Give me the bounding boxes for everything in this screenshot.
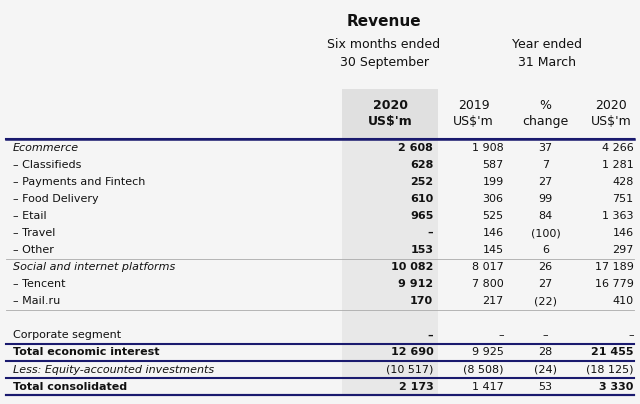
Text: –: –: [428, 228, 433, 238]
Text: 145: 145: [483, 245, 504, 255]
Text: 428: 428: [612, 177, 634, 187]
Text: 53: 53: [539, 382, 552, 391]
Text: 26: 26: [538, 262, 553, 272]
Text: %: %: [540, 99, 552, 112]
Text: 146: 146: [483, 228, 504, 238]
Bar: [342, 139, 438, 395]
Text: 4 266: 4 266: [602, 143, 634, 153]
Text: 21 455: 21 455: [591, 347, 634, 358]
Text: US$'m: US$'m: [591, 115, 632, 128]
Text: – Food Delivery: – Food Delivery: [13, 194, 99, 204]
Bar: [342, 89, 438, 139]
Text: 99: 99: [538, 194, 553, 204]
Text: 37: 37: [538, 143, 553, 153]
Text: (18 125): (18 125): [586, 364, 634, 375]
Text: 1 417: 1 417: [472, 382, 504, 391]
Text: 2019: 2019: [458, 99, 490, 112]
Text: 12 690: 12 690: [390, 347, 433, 358]
Text: 31 March: 31 March: [518, 56, 576, 69]
Text: change: change: [522, 115, 569, 128]
Text: US$'m: US$'m: [453, 115, 494, 128]
Text: 84: 84: [538, 211, 553, 221]
Text: 10 082: 10 082: [391, 262, 433, 272]
Text: – Payments and Fintech: – Payments and Fintech: [13, 177, 145, 187]
Text: – Travel: – Travel: [13, 228, 55, 238]
Text: 30 September: 30 September: [339, 56, 429, 69]
Text: 9 912: 9 912: [398, 279, 433, 289]
Text: 252: 252: [410, 177, 433, 187]
Text: 2020: 2020: [595, 99, 627, 112]
Text: – Classifieds: – Classifieds: [13, 160, 81, 170]
Text: 2 608: 2 608: [399, 143, 433, 153]
Text: 410: 410: [612, 297, 634, 306]
Text: 965: 965: [410, 211, 433, 221]
Text: Year ended: Year ended: [512, 38, 582, 51]
Text: 7 800: 7 800: [472, 279, 504, 289]
Text: 27: 27: [538, 279, 553, 289]
Text: 1 908: 1 908: [472, 143, 504, 153]
Text: 7: 7: [542, 160, 549, 170]
Text: 217: 217: [483, 297, 504, 306]
Text: 17 189: 17 189: [595, 262, 634, 272]
Text: 28: 28: [538, 347, 553, 358]
Text: – Other: – Other: [13, 245, 54, 255]
Text: 306: 306: [483, 194, 504, 204]
Text: Total economic interest: Total economic interest: [13, 347, 159, 358]
Text: 27: 27: [538, 177, 553, 187]
Text: 153: 153: [410, 245, 433, 255]
Text: Six months ended: Six months ended: [328, 38, 440, 51]
Text: 3 330: 3 330: [599, 382, 634, 391]
Text: 1 281: 1 281: [602, 160, 634, 170]
Text: 297: 297: [612, 245, 634, 255]
Text: 2 173: 2 173: [399, 382, 433, 391]
Text: 170: 170: [410, 297, 433, 306]
Text: (24): (24): [534, 364, 557, 375]
Text: 610: 610: [410, 194, 433, 204]
Text: 628: 628: [410, 160, 433, 170]
Text: (10 517): (10 517): [386, 364, 433, 375]
Text: –: –: [428, 330, 433, 341]
Text: – Tencent: – Tencent: [13, 279, 65, 289]
Text: 1 363: 1 363: [602, 211, 634, 221]
Text: –: –: [628, 330, 634, 341]
Text: 6: 6: [542, 245, 549, 255]
Text: 16 779: 16 779: [595, 279, 634, 289]
Text: 8 017: 8 017: [472, 262, 504, 272]
Text: Ecommerce: Ecommerce: [13, 143, 79, 153]
Text: (100): (100): [531, 228, 561, 238]
Text: Total consolidated: Total consolidated: [13, 382, 127, 391]
Text: 751: 751: [612, 194, 634, 204]
Text: (22): (22): [534, 297, 557, 306]
Text: – Etail: – Etail: [13, 211, 47, 221]
Text: Social and internet platforms: Social and internet platforms: [13, 262, 175, 272]
Text: Corporate segment: Corporate segment: [13, 330, 121, 341]
Text: 9 925: 9 925: [472, 347, 504, 358]
Text: –: –: [543, 330, 548, 341]
Text: 587: 587: [483, 160, 504, 170]
Text: 2020: 2020: [373, 99, 408, 112]
Text: Less: Equity-accounted investments: Less: Equity-accounted investments: [13, 364, 214, 375]
Text: 199: 199: [483, 177, 504, 187]
Text: Revenue: Revenue: [347, 14, 421, 29]
Text: – Mail.ru: – Mail.ru: [13, 297, 60, 306]
Text: 525: 525: [483, 211, 504, 221]
Text: –: –: [498, 330, 504, 341]
Text: US$'m: US$'m: [368, 115, 413, 128]
Text: 146: 146: [612, 228, 634, 238]
Text: (8 508): (8 508): [463, 364, 504, 375]
